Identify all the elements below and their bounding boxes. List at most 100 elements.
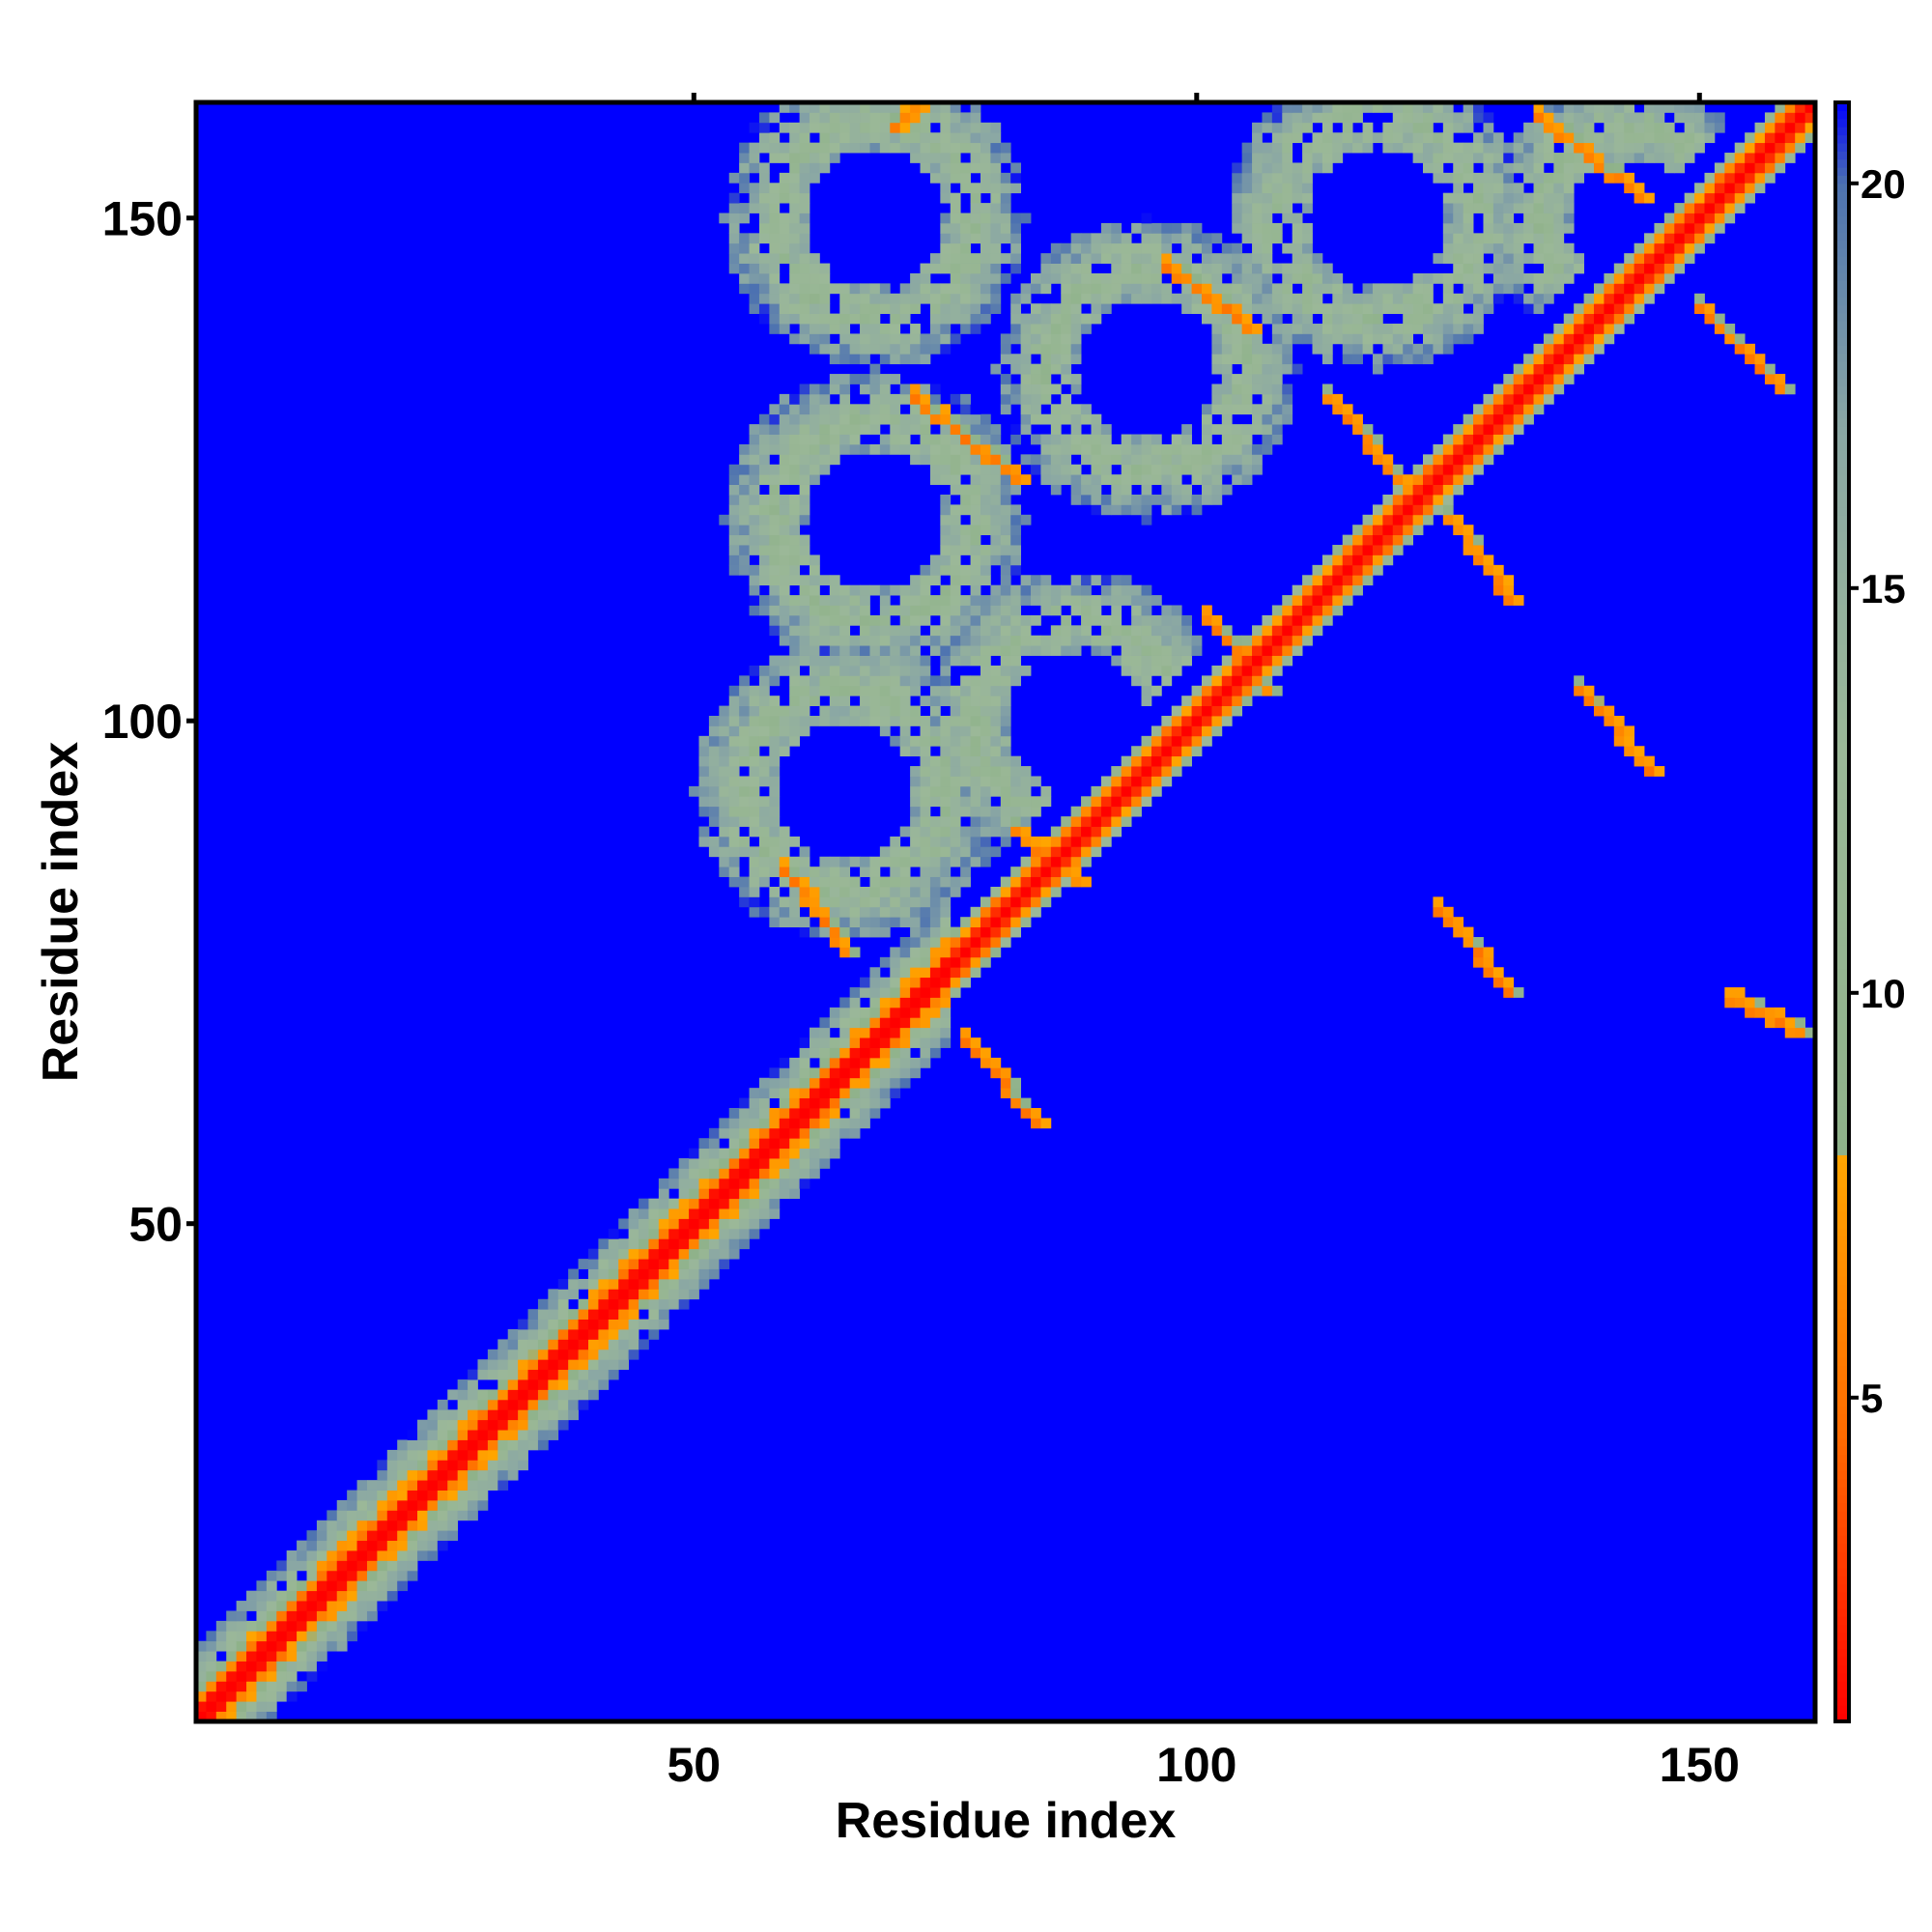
heatmap-cell (487, 1469, 498, 1481)
heatmap-cell (1232, 696, 1243, 706)
heatmap-cell (758, 142, 770, 154)
heatmap-cell (1463, 142, 1474, 154)
heatmap-cell (1201, 705, 1212, 717)
heatmap-cell (1674, 162, 1686, 174)
heatmap-cell (940, 514, 952, 526)
colorbar-segment (1835, 426, 1849, 436)
heatmap-cell (1463, 263, 1474, 274)
heatmap-cell (256, 1690, 268, 1702)
heatmap-cell (980, 746, 991, 757)
heatmap-cell (1372, 545, 1383, 555)
heatmap-cell (899, 725, 911, 737)
heatmap-cell (819, 595, 831, 606)
heatmap-cell (1553, 354, 1565, 365)
heatmap-cell (1382, 142, 1394, 154)
heatmap-cell (1061, 313, 1072, 325)
heatmap-cell (1634, 272, 1645, 284)
heatmap-cell (437, 1480, 448, 1491)
heatmap-cell (1392, 102, 1404, 113)
heatmap-cell (869, 665, 881, 676)
heatmap-cell (980, 956, 991, 968)
heatmap-cell (739, 1208, 750, 1219)
heatmap-cell (970, 525, 981, 536)
heatmap-cell (1492, 153, 1504, 163)
heatmap-cell (236, 1631, 247, 1642)
heatmap-cell (799, 253, 810, 264)
heatmap-cell (1453, 324, 1464, 334)
heatmap-cell (1221, 384, 1233, 395)
heatmap-cell (929, 112, 941, 124)
heatmap-cell (920, 434, 931, 445)
heatmap-cell (819, 625, 831, 637)
heatmap-cell (779, 906, 790, 918)
heatmap-cell (1252, 333, 1263, 345)
heatmap-cell (810, 343, 820, 355)
heatmap-cell (297, 1540, 307, 1551)
heatmap-cell (366, 1530, 378, 1542)
heatmap-cell (1081, 404, 1092, 415)
heatmap-cell (1100, 595, 1112, 606)
heatmap-cell (1252, 635, 1263, 646)
heatmap-cell (990, 1067, 1002, 1079)
heatmap-cell (940, 716, 952, 726)
heatmap-cell (678, 1298, 690, 1310)
heatmap-cell (1352, 564, 1363, 576)
heatmap-cell (256, 1701, 268, 1712)
heatmap-cell (1553, 153, 1565, 163)
heatmap-cell (789, 494, 800, 505)
heatmap-cell (1191, 443, 1203, 455)
heatmap-cell (568, 1369, 579, 1380)
heatmap-cell (910, 977, 921, 988)
heatmap-cell (1574, 112, 1584, 124)
heatmap-cell (1583, 324, 1595, 334)
heatmap-cell (810, 575, 820, 586)
heatmap-cell (306, 1631, 318, 1642)
heatmap-cell (1624, 303, 1635, 315)
heatmap-cell (819, 443, 831, 455)
heatmap-cell (899, 967, 911, 979)
heatmap-cell (1151, 272, 1162, 284)
heatmap-cell (689, 785, 699, 797)
heatmap-cell (879, 856, 891, 867)
heatmap-cell (970, 222, 981, 234)
heatmap-cell (950, 272, 961, 284)
heatmap-cell (608, 1349, 619, 1360)
heatmap-cell (356, 1490, 368, 1501)
heatmap-cell (1453, 272, 1464, 284)
heatmap-cell (970, 675, 981, 687)
heatmap-cell (920, 846, 931, 858)
heatmap-cell (608, 1248, 619, 1260)
heatmap-cell (779, 595, 790, 606)
heatmap-cell (719, 735, 730, 747)
heatmap-cell (1312, 575, 1323, 586)
colorbar-segment (1835, 1332, 1849, 1342)
heatmap-cell (819, 1127, 831, 1139)
heatmap-cell (1232, 293, 1243, 304)
heatmap-cell (929, 1017, 941, 1029)
heatmap-cell (1241, 142, 1253, 154)
heatmap-cell (1020, 424, 1032, 435)
heatmap-cell (758, 856, 770, 867)
colorbar-segment (1835, 733, 1849, 743)
heatmap-cell (1020, 1107, 1032, 1119)
heatmap-cell (1081, 413, 1092, 425)
heatmap-cell (1433, 132, 1444, 144)
heatmap-cell (749, 424, 760, 435)
heatmap-cell (960, 454, 971, 466)
heatmap-cell (769, 584, 781, 596)
heatmap-cell (990, 213, 1002, 224)
heatmap-cell (940, 906, 952, 918)
heatmap-cell (1232, 424, 1243, 435)
heatmap-cell (1442, 102, 1454, 113)
heatmap-cell (899, 333, 911, 345)
heatmap-cell (1131, 614, 1142, 626)
heatmap-cell (1523, 393, 1534, 405)
heatmap-cell (839, 997, 851, 1009)
heatmap-cell (739, 685, 750, 696)
heatmap-cell (1050, 263, 1062, 274)
heatmap-cell (708, 1168, 720, 1179)
heatmap-cell (1604, 705, 1615, 717)
colorbar-segment (1835, 822, 1849, 832)
heatmap-cell (758, 534, 770, 546)
